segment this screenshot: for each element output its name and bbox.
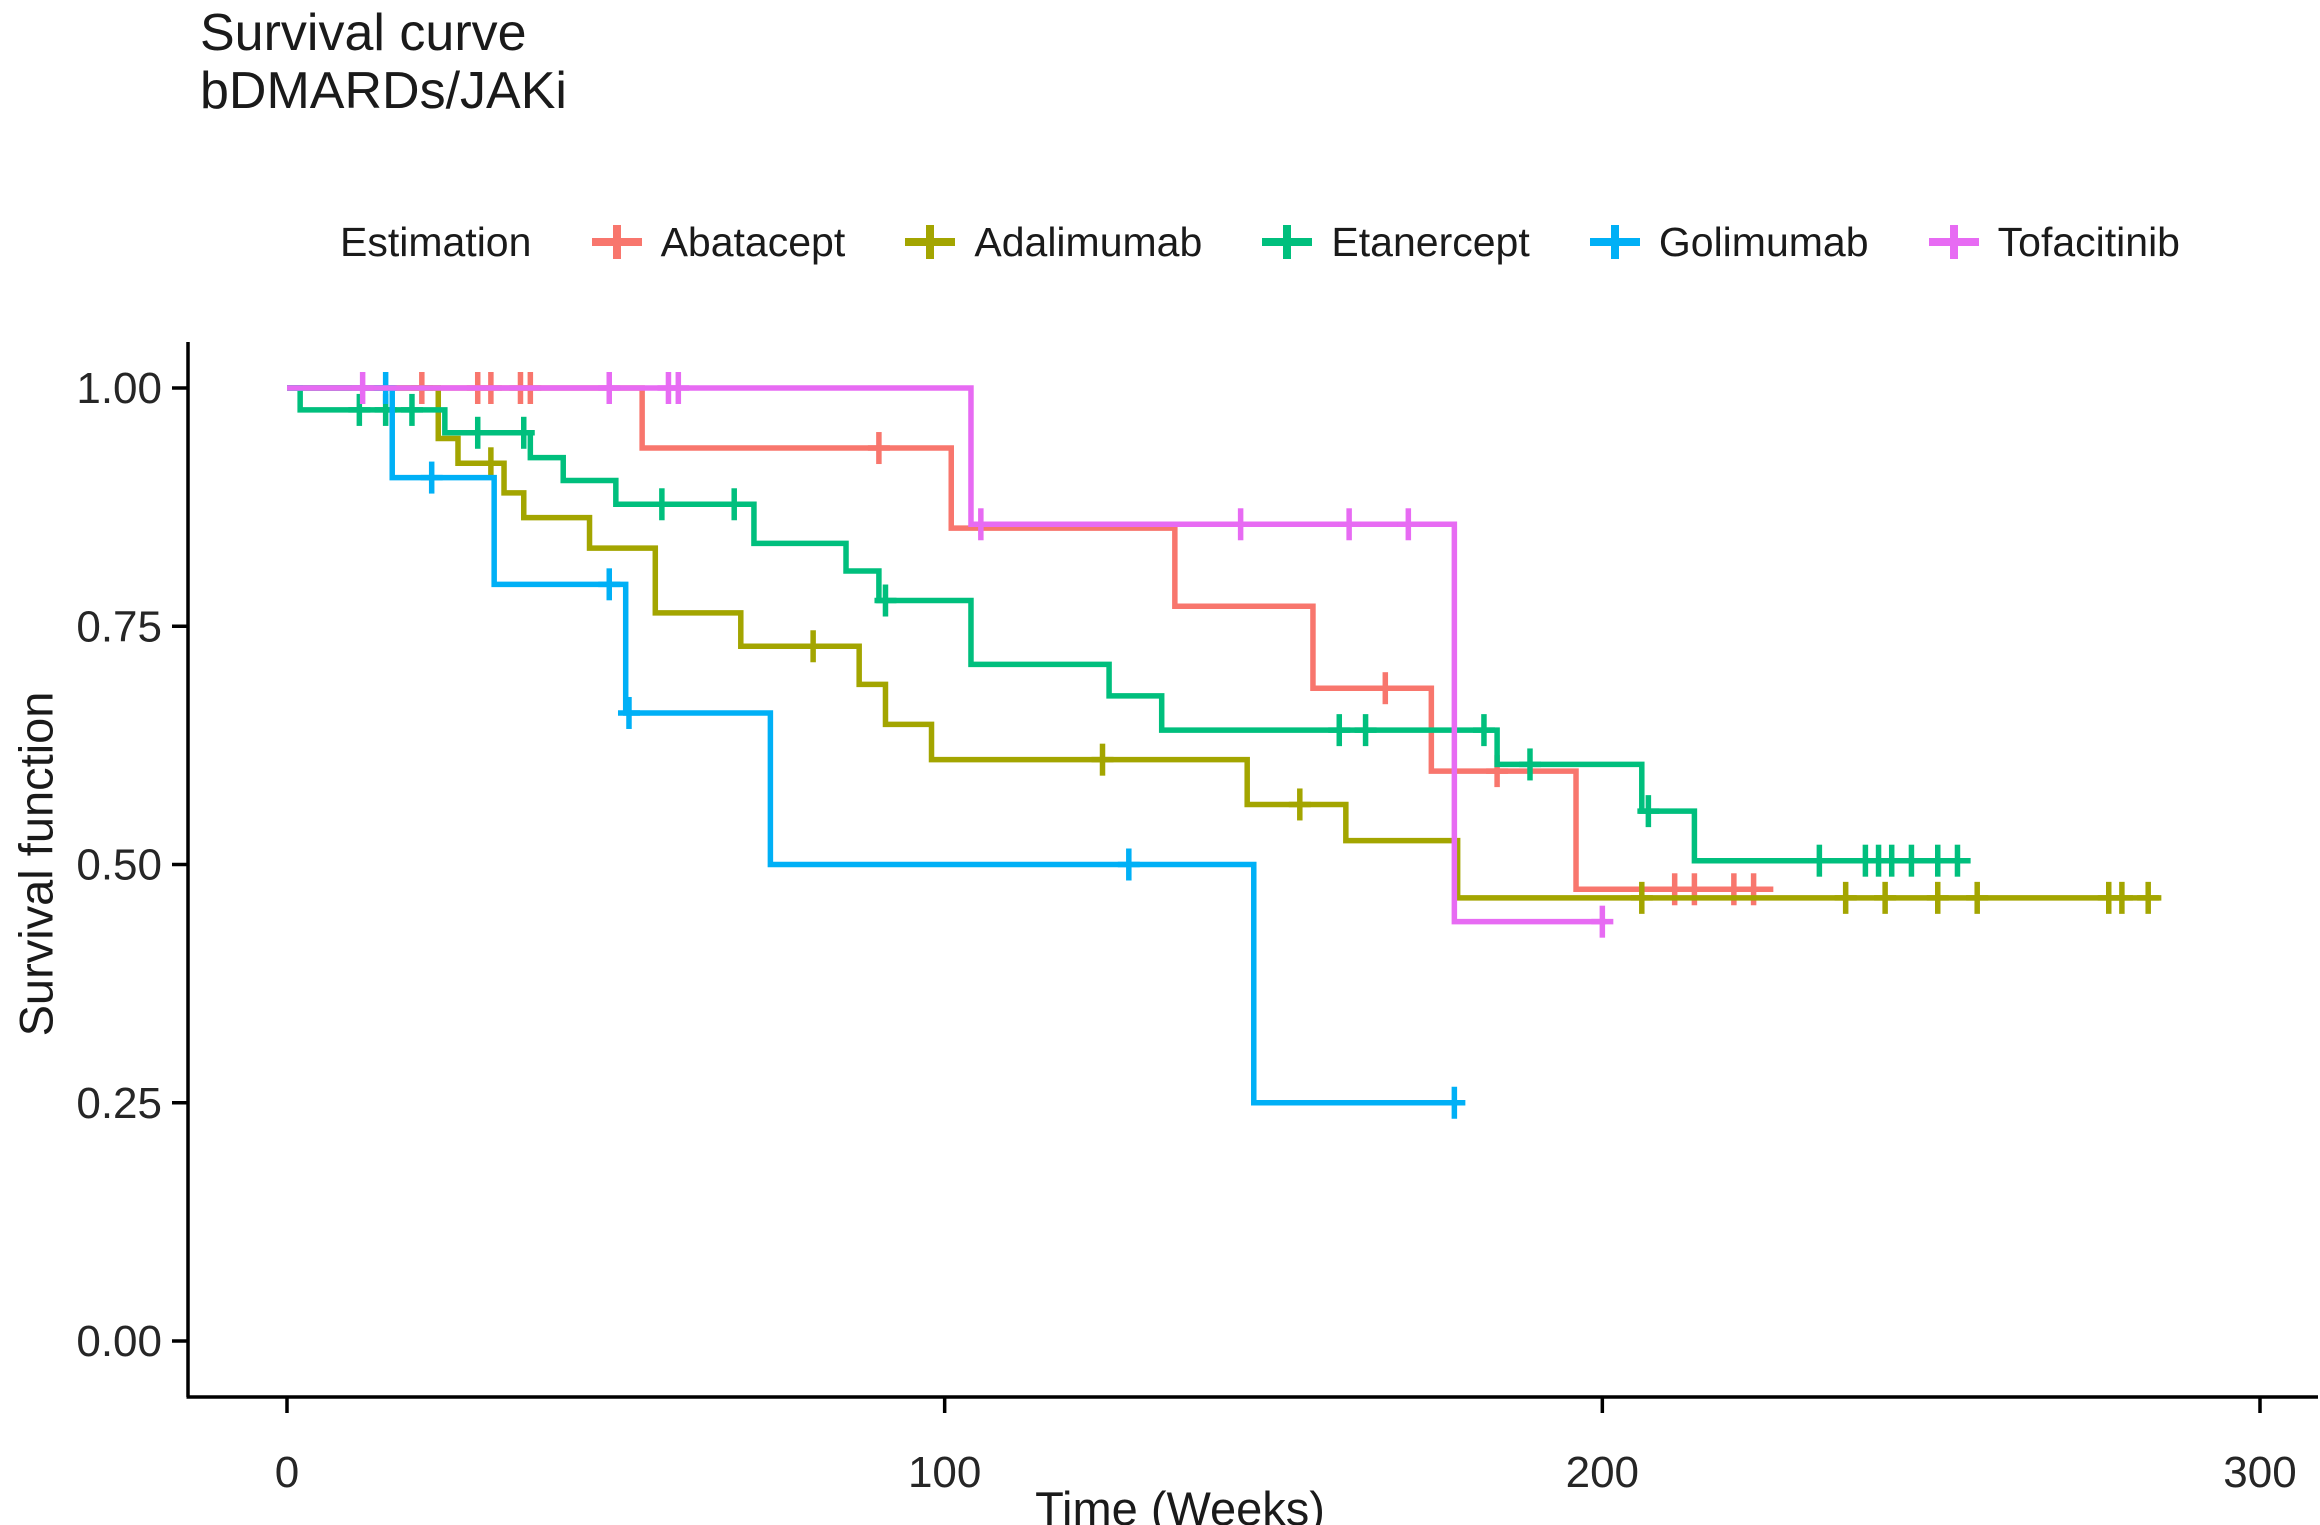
survival-curve-adalimumab [287, 385, 2162, 901]
censor-plus-icon [905, 225, 956, 259]
legend-item-label: Tofacitinib [1997, 218, 2180, 265]
y-tick-label: 0.00 [76, 1317, 162, 1366]
survival-curve-abatacept [287, 385, 1774, 893]
censor-marks-golimumab [374, 372, 1466, 1119]
censor-plus-icon [591, 225, 642, 259]
y-axis-ticks: 1.00 0.75 0.50 0.25 0.00 [76, 364, 188, 1366]
series-adalimumab [287, 385, 2162, 914]
legend-item-label: Adalimumab [974, 218, 1203, 265]
censor-marks-tofacitinib [351, 372, 1614, 938]
censor-marks-etanercept [348, 393, 1969, 877]
x-tick-label: 100 [908, 1448, 981, 1497]
x-tick-label: 300 [2223, 1448, 2296, 1497]
censor-plus-icon [1589, 225, 1640, 259]
legend-title: Estimation [340, 218, 532, 265]
legend-item-golimumab: Golimumab [1587, 219, 1869, 266]
y-tick-label: 1.00 [76, 364, 162, 413]
y-tick-label: 0.75 [76, 602, 162, 651]
axes [186, 342, 2318, 1399]
legend-item-label: Etanercept [1331, 218, 1530, 265]
y-axis-title: Survival function [9, 691, 63, 1037]
chart-title: Survival curve bDMARDs/JAKi [200, 4, 567, 120]
censor-plus-icon [1928, 225, 1979, 259]
legend-item-adalimumab: Adalimumab [902, 219, 1202, 266]
legend: Estimation Abatacept Adalimumab Etanercept… [340, 214, 2180, 270]
survival-curve-etanercept [287, 385, 1971, 864]
y-tick-label: 0.50 [76, 841, 162, 890]
x-axis-title: Time (Weeks) [1035, 1482, 1325, 1525]
x-tick-label: 200 [1566, 1448, 1639, 1497]
legend-item-label: Golimumab [1658, 218, 1869, 265]
series-etanercept [287, 385, 1971, 877]
survival-curve-tofacitinib [287, 385, 1606, 925]
y-tick-label: 0.25 [76, 1079, 162, 1128]
chart-title-line1: Survival curve [200, 4, 527, 62]
series-abatacept [287, 372, 1774, 906]
legend-item-label: Abatacept [660, 218, 846, 265]
series-tofacitinib [287, 372, 1614, 938]
legend-item-tofacitinib: Tofacitinib [1926, 219, 2180, 266]
chart-title-line2: bDMARDs/JAKi [200, 62, 567, 120]
censor-plus-icon [1262, 225, 1313, 259]
censor-marks-adalimumab [479, 447, 2160, 914]
series-golimumab [287, 372, 1466, 1119]
censor-marks-abatacept [410, 372, 1765, 906]
survival-curve-golimumab [287, 385, 1458, 1106]
x-tick-label: 0 [275, 1448, 299, 1497]
x-axis-ticks: 0 100 200 300 [275, 1397, 2297, 1497]
legend-item-abatacept: Abatacept [589, 218, 846, 266]
legend-item-etanercept: Etanercept [1259, 218, 1530, 266]
